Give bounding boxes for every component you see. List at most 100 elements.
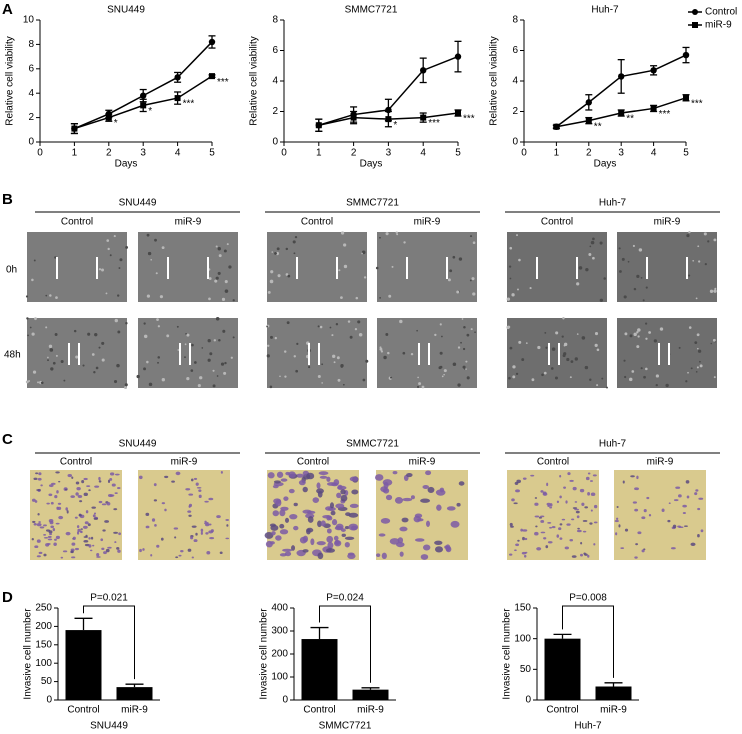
cell (93, 371, 96, 374)
cell (592, 237, 595, 241)
data-point (585, 99, 592, 106)
cell (618, 247, 621, 250)
stained-cell (62, 550, 68, 553)
stained-cell (538, 516, 542, 519)
cell (659, 327, 664, 331)
cell (636, 274, 640, 278)
cell (452, 362, 457, 367)
cell (517, 288, 519, 291)
cell (461, 318, 464, 320)
stained-cell (566, 523, 571, 526)
cell (438, 366, 442, 370)
stained-cell (106, 501, 111, 506)
y-tick-label: 150 (35, 639, 52, 650)
stained-cell (349, 476, 359, 482)
stained-cell (325, 548, 336, 553)
cell (354, 328, 358, 331)
data-point (140, 102, 147, 109)
stained-cell (47, 543, 51, 545)
stained-cell (351, 489, 359, 495)
stained-cell (549, 526, 553, 529)
stained-cell (114, 541, 117, 544)
stained-cell (534, 515, 540, 518)
cell (695, 371, 698, 373)
cell (47, 356, 49, 359)
cell (396, 231, 398, 234)
cell (590, 240, 595, 245)
cell (157, 361, 159, 364)
cell (349, 335, 353, 339)
x-tick-label: 5 (209, 148, 215, 159)
cell (91, 353, 95, 356)
stained-cell (417, 518, 424, 522)
cell (637, 328, 641, 332)
stained-cell (589, 480, 593, 482)
data-point (315, 122, 322, 129)
stained-cell (43, 534, 47, 536)
stained-cell (546, 482, 549, 487)
stained-cell (48, 484, 54, 488)
stained-cell (543, 537, 547, 540)
scratch-image (267, 318, 367, 388)
stained-cell (380, 517, 391, 524)
stained-cell (316, 541, 326, 546)
stained-cell (275, 535, 282, 541)
significance-label: ** (626, 114, 634, 125)
stained-cell (593, 521, 598, 524)
cell (714, 287, 717, 290)
x-tick-label: 2 (586, 148, 592, 159)
stained-cell (634, 487, 639, 491)
stained-cell (98, 500, 103, 504)
legend-label: Control (705, 7, 737, 18)
cell (452, 255, 456, 259)
data-point (650, 105, 657, 112)
cell (457, 383, 461, 387)
stained-cell (226, 524, 229, 527)
y-tick-label: 4 (512, 76, 518, 87)
cell (49, 294, 52, 297)
cell (508, 265, 512, 268)
cell (31, 332, 35, 336)
data-point (71, 125, 78, 132)
stained-cell (82, 525, 88, 529)
y-tick-label: 100 (271, 672, 288, 683)
stained-cell (546, 502, 551, 506)
stained-cell (92, 514, 96, 518)
cell (208, 297, 211, 301)
stained-cell (109, 477, 113, 481)
stained-cell (374, 474, 384, 481)
cell (576, 282, 580, 286)
condition-label: Control (301, 217, 333, 228)
y-tick-label: 6 (28, 63, 34, 74)
stained-cell (569, 539, 574, 542)
stained-cell (670, 547, 676, 550)
stained-cell (593, 543, 596, 546)
stained-cell (32, 520, 36, 523)
significance-label: *** (463, 114, 475, 125)
stained-cell (70, 550, 74, 554)
stained-cell (164, 508, 167, 512)
legend-label: miR-9 (705, 20, 732, 31)
stained-cell (344, 525, 350, 530)
stained-cell (306, 510, 316, 515)
cell (214, 279, 218, 283)
stained-cell (276, 471, 284, 478)
stained-cell (378, 533, 386, 537)
cell (471, 277, 475, 281)
cell (589, 378, 592, 381)
stained-cell (36, 539, 41, 543)
cell (82, 364, 85, 367)
x-tick-label: miR-9 (357, 705, 384, 716)
condition-label: miR-9 (409, 457, 436, 468)
invasion-image (614, 470, 706, 560)
stained-cell (55, 522, 60, 525)
y-tick-label: 2 (28, 112, 34, 123)
stained-cell (90, 536, 94, 540)
stained-cell (427, 486, 435, 494)
stained-cell (577, 527, 580, 530)
cell (279, 375, 281, 378)
cell (176, 325, 179, 328)
stained-cell (333, 535, 339, 541)
stained-cell (77, 528, 81, 532)
stained-cell (667, 519, 671, 523)
